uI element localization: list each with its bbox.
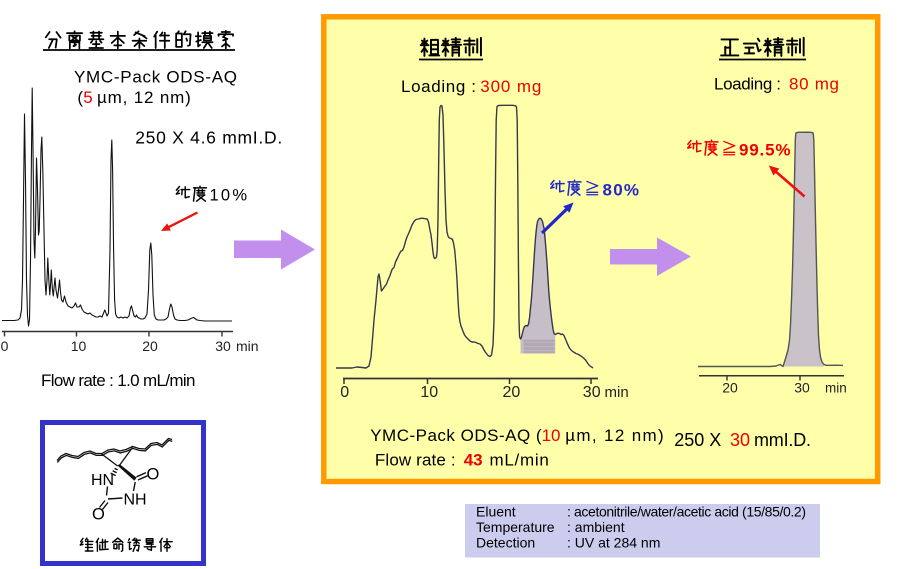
svg-text:5: 5 <box>83 88 92 107</box>
svg-text:250 X: 250 X <box>674 430 721 450</box>
svg-text:Flow rate : 1.0 mL/min: Flow rate : 1.0 mL/min <box>41 371 196 390</box>
svg-text:µm, 12 nm): µm, 12 nm) <box>565 426 664 445</box>
svg-text:0: 0 <box>1 338 9 354</box>
svg-text:80%: 80% <box>603 181 640 200</box>
svg-text:30: 30 <box>730 430 750 450</box>
svg-text:30: 30 <box>215 338 231 354</box>
svg-text:mmI.D.: mmI.D. <box>754 430 811 450</box>
svg-text:HN: HN <box>91 472 114 489</box>
svg-text:10: 10 <box>420 384 438 401</box>
svg-text:10: 10 <box>71 338 87 354</box>
svg-text:30: 30 <box>583 384 601 401</box>
svg-text:min: min <box>825 380 847 395</box>
svg-text:Loading :: Loading : <box>714 75 781 94</box>
svg-text:O: O <box>147 466 160 484</box>
svg-text:YMC-Pack ODS-AQ (: YMC-Pack ODS-AQ ( <box>370 426 542 445</box>
svg-text:: ambient: : ambient <box>567 519 625 535</box>
svg-text:300 mg: 300 mg <box>480 77 541 96</box>
svg-text:mL/min: mL/min <box>490 451 549 470</box>
svg-text:Eluent: Eluent <box>476 504 516 520</box>
svg-text:30: 30 <box>794 379 810 395</box>
svg-text:250 X 4.6 mmI.D.: 250 X 4.6 mmI.D. <box>135 128 282 148</box>
svg-text:20: 20 <box>503 384 521 401</box>
svg-text:10%: 10% <box>210 187 248 205</box>
svg-text:43: 43 <box>464 451 483 470</box>
svg-text:: acetonitrile/water/acetic ac: : acetonitrile/water/acetic acid (15/85/… <box>567 504 806 520</box>
svg-text:NH: NH <box>124 492 147 509</box>
svg-text:0: 0 <box>340 384 349 401</box>
svg-text:Loading :: Loading : <box>401 77 476 96</box>
svg-text:O: O <box>92 506 105 524</box>
svg-text:(: ( <box>77 88 83 107</box>
svg-text:: UV at 284 nm: : UV at 284 nm <box>567 535 660 551</box>
svg-text:min: min <box>605 384 629 401</box>
svg-text:20: 20 <box>142 338 158 354</box>
svg-text:Flow rate :: Flow rate : <box>375 451 456 470</box>
svg-text:20: 20 <box>722 379 738 395</box>
svg-text:YMC-Pack ODS-AQ: YMC-Pack ODS-AQ <box>74 68 237 87</box>
svg-text:Temperature: Temperature <box>476 519 555 535</box>
svg-text:Detection: Detection <box>476 535 535 551</box>
svg-text:99.5%: 99.5% <box>739 141 791 160</box>
svg-text:80 mg: 80 mg <box>789 75 839 94</box>
svg-text:min: min <box>236 338 259 354</box>
svg-text:10: 10 <box>542 426 561 445</box>
svg-text:µm, 12 nm): µm, 12 nm) <box>97 88 191 107</box>
